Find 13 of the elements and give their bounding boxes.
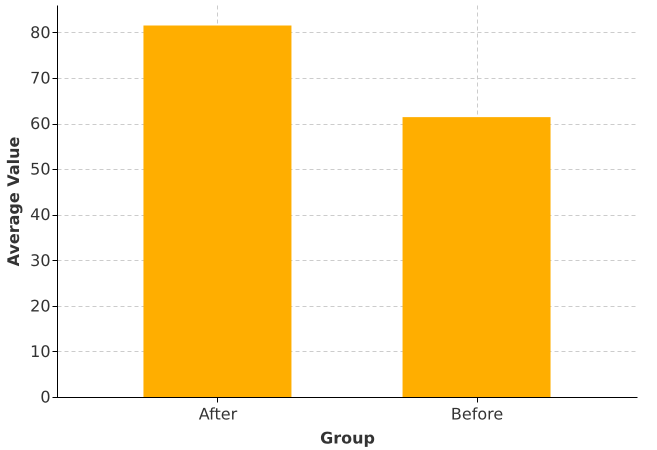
x-tick-label: Before — [450, 404, 504, 424]
y-tick-label: 40 — [30, 205, 50, 224]
y-axis-title: Average Value — [4, 136, 24, 266]
y-tick-label: 50 — [30, 160, 50, 179]
y-tick-label: 10 — [30, 342, 50, 361]
y-tick-label: 60 — [30, 114, 50, 134]
y-tick-label: 30 — [30, 250, 50, 270]
y-tick-label: 80 — [30, 22, 50, 42]
x-tick-label: After — [198, 404, 238, 424]
y-tick-label: 70 — [30, 68, 50, 88]
y-tick-label: 0 — [40, 388, 50, 406]
y-tick-label: 20 — [30, 296, 50, 316]
x-axis-title: Group — [320, 428, 375, 448]
